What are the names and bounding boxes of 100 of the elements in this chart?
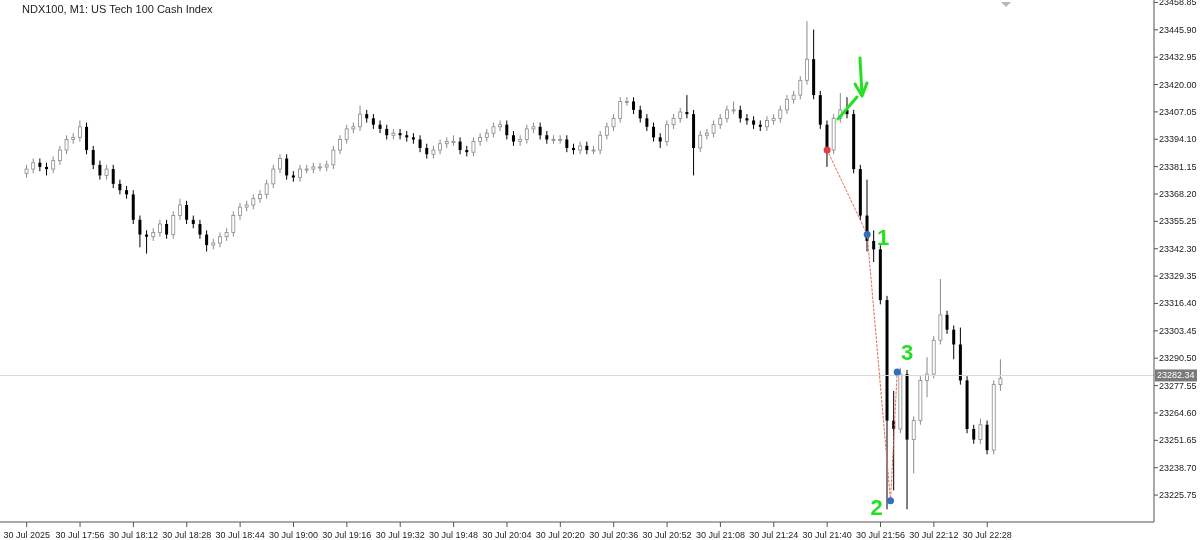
candlestick: [85, 122, 89, 155]
x-tick-label: 30 Jul 19:48: [429, 530, 479, 540]
x-tick-label: 30 Jul 19:00: [268, 530, 319, 540]
y-tick-label: 23342.30: [1159, 243, 1197, 254]
candlestick: [498, 119, 503, 132]
y-tick-label: 23445.90: [1159, 24, 1197, 35]
annotation: 1: [877, 224, 890, 250]
price-tag: 23282.34: [1155, 369, 1197, 382]
x-tick-label: 30 Jul 22:12: [909, 530, 959, 540]
y-tick-label: 23407.05: [1159, 106, 1197, 117]
candlestick: [471, 136, 476, 157]
x-tick-label: 30 Jul 18:44: [215, 530, 265, 540]
candlestick: [925, 356, 929, 398]
candlestick: [271, 164, 276, 189]
candlestick: [664, 119, 669, 147]
candlestick: [645, 113, 649, 132]
x-tick-label: 30 Jul 20:36: [589, 530, 639, 540]
candlestick: [952, 324, 956, 360]
candlestick: [618, 96, 623, 124]
y-tick-label: 23368.20: [1159, 189, 1197, 200]
candlestick: [171, 210, 176, 240]
candlestick: [978, 417, 983, 445]
candlestick: [57, 145, 62, 166]
candlestick: [205, 229, 209, 252]
candlestick: [998, 358, 1003, 392]
point: [893, 368, 901, 376]
candlestick: [458, 136, 462, 155]
y-tick-label: 23264.60: [1159, 407, 1197, 418]
candlestick: [378, 119, 382, 134]
chart-title: NDX100, M1: US Tech 100 Cash Index: [22, 3, 213, 15]
x-tick-label: 30 Jul 21:56: [855, 530, 906, 540]
y-tick-label: 23316.40: [1159, 298, 1197, 309]
candlestick: [77, 119, 82, 143]
candlestick: [624, 96, 629, 107]
candlestick: [264, 179, 269, 200]
point: [863, 231, 871, 239]
y-tick-label: 23238.70: [1159, 462, 1197, 473]
candlestick: [945, 310, 949, 335]
x-tick-label: 30 Jul 19:16: [322, 530, 372, 540]
y-tick-label: 23290.50: [1159, 353, 1197, 364]
y-tick-label: 23394.10: [1159, 134, 1197, 145]
candlestick: [218, 231, 222, 248]
y-tick-label: 23381.15: [1159, 161, 1197, 172]
candlestick: [438, 138, 442, 155]
candlestick: [331, 145, 336, 170]
candlestick: [145, 229, 149, 255]
candlestick: [231, 210, 236, 238]
y-tick-label: 23432.95: [1159, 52, 1197, 63]
candlestick: [524, 124, 529, 145]
candlestick: [805, 20, 809, 86]
candlestick: [38, 158, 42, 172]
candlestick: [91, 145, 95, 170]
candlestick: [138, 215, 142, 248]
candlestick: [685, 94, 689, 119]
candlestick: [398, 128, 402, 140]
x-tick-label: 30 Jul 21:40: [802, 530, 852, 540]
candlestick: [505, 119, 509, 140]
candlestick: [798, 75, 803, 100]
candlestick: [64, 134, 69, 155]
candlestick: [178, 198, 182, 221]
x-tick-label: 30 Jul 21:08: [695, 530, 745, 540]
x-tick-label: 30 Jul 20:04: [482, 530, 532, 540]
x-tick-label: 30 Jul 22:28: [962, 530, 1012, 540]
candlestick: [278, 153, 282, 174]
x-tick-label: 30 Jul 20:20: [535, 530, 585, 540]
x-tick-label: 30 Jul 18:28: [162, 530, 212, 540]
y-tick-label: 23420.00: [1159, 79, 1197, 90]
point: [823, 146, 831, 154]
candlestick: [344, 124, 349, 145]
candlestick: [478, 132, 483, 147]
candlestick: [518, 134, 523, 147]
y-tick-label: 23251.65: [1159, 435, 1197, 446]
annotation: 3: [901, 339, 914, 365]
y-tick-label: 23458.85: [1159, 0, 1197, 8]
candlestick: [872, 229, 876, 263]
y-tick-label: 23355.25: [1159, 216, 1197, 227]
candlestick: [258, 189, 262, 204]
candlestick: [185, 200, 189, 225]
candlestick: [118, 179, 122, 195]
x-tick-label: 30 Jul 17:56: [55, 530, 105, 540]
x-tick-label: 30 Jul 18:12: [108, 530, 158, 540]
candlestick: [338, 134, 342, 155]
y-tick-label: 23225.75: [1159, 490, 1197, 501]
candlestick: [358, 105, 362, 132]
candlestick: [745, 113, 749, 126]
candlestick: [705, 128, 709, 140]
candlestick: [598, 130, 603, 155]
candlestick: [111, 164, 115, 189]
candlestick: [765, 115, 769, 132]
x-tick-label: 30 Jul 20:52: [642, 530, 692, 540]
y-tick-label: 23329.35: [1159, 271, 1197, 282]
x-tick-label: 30 Jul 21:24: [749, 530, 799, 540]
candlestick: [285, 153, 289, 181]
y-tick-label: 23303.45: [1159, 325, 1197, 336]
candlestick: [972, 424, 976, 445]
candlestick: [698, 130, 703, 153]
candlestick: [785, 94, 789, 115]
candlestick: [538, 122, 542, 140]
x-tick-label: 30 Jul 19:32: [375, 530, 425, 540]
candlestick: [198, 219, 202, 240]
